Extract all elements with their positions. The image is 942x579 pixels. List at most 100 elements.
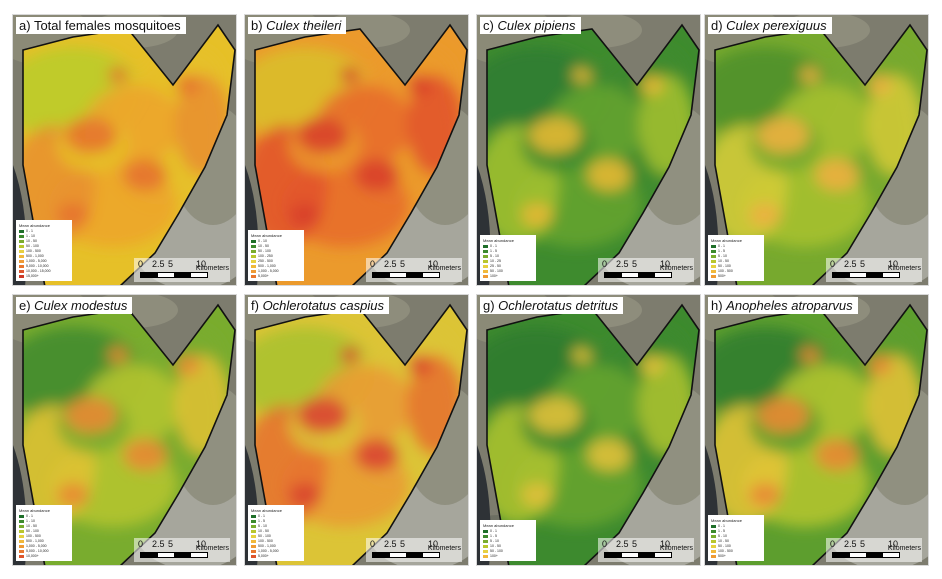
- scale-block: [174, 273, 191, 277]
- legend-label: 500 - 1,000: [258, 264, 276, 268]
- legend-label: 50 - 100: [490, 269, 503, 273]
- panel-letter: d): [711, 18, 727, 33]
- legend-swatch: [483, 555, 488, 558]
- legend-swatch: [483, 250, 488, 253]
- legend-label: 1,000 - 5,000: [258, 549, 279, 553]
- legend-label: 50 - 100: [26, 244, 39, 248]
- scale-ticks: 0 2.5 5 10: [830, 259, 922, 269]
- legend-item: 5 - 10: [251, 524, 301, 529]
- legend-label: 10 - 50: [490, 544, 501, 548]
- legend-label: 0 - 1: [490, 529, 498, 533]
- legend-item: 0 - 1: [711, 524, 761, 529]
- legend-item: 50 - 100: [251, 534, 301, 539]
- legend-item: 25 - 50: [483, 264, 533, 269]
- study-area-boundary: [254, 303, 468, 565]
- legend-label: 100 - 500: [718, 549, 733, 553]
- legend-label: 0 - 1: [718, 244, 726, 248]
- scale-block: [621, 553, 638, 557]
- study-area-boundary: [714, 23, 928, 285]
- legend-item: 50 - 100: [711, 544, 761, 549]
- legend-item: 0 - 1: [19, 514, 69, 519]
- scale-tick-label: 10: [888, 259, 899, 269]
- species-name: Ochlerotatus caspius: [262, 298, 384, 313]
- map-panel: f) Ochlerotatus caspius Mean abundance 0 -…: [244, 294, 469, 566]
- legend-item: 10 - 50: [711, 539, 761, 544]
- legend-title: Mean abundance: [711, 238, 742, 243]
- legend-item: 1,000 - 5,000: [251, 269, 301, 274]
- species-name: Culex modestus: [34, 298, 128, 313]
- scale-tick-label: 5: [632, 259, 638, 269]
- legend-label: 5,000+: [258, 274, 269, 278]
- legend-item: 10,000 - 15,000: [19, 269, 69, 274]
- legend-swatch: [251, 515, 256, 518]
- scale-block: [190, 273, 207, 277]
- species-name: Ochlerotatus detritus: [498, 298, 619, 313]
- legend-label: 1 - 10: [26, 519, 35, 523]
- scale-block: [833, 553, 850, 557]
- legend-item: 1 - 5: [483, 249, 533, 254]
- map-panel: g) Ochlerotatus detritus Mean abundance 0 …: [476, 294, 701, 566]
- scale-block: [190, 553, 207, 557]
- legend-item: 10 - 50: [251, 244, 301, 249]
- legend-label: 100 - 250: [258, 254, 273, 258]
- legend-swatch: [711, 260, 716, 263]
- legend-item: 1 - 5: [483, 534, 533, 539]
- legend-label: 1,000 - 5,000: [258, 269, 279, 273]
- legend-label: 5 - 10: [718, 254, 727, 258]
- scale-tick-label: 5: [400, 259, 406, 269]
- scale-block: [638, 273, 655, 277]
- legend-swatch: [251, 535, 256, 538]
- legend-title: Mean abundance: [19, 223, 50, 228]
- legend-label: 10 - 50: [26, 524, 37, 528]
- legend-item: 50 - 100: [483, 549, 533, 554]
- legend-swatch: [19, 525, 24, 528]
- scale-ticks: 0 2.5 5 10: [602, 539, 694, 549]
- legend-item: 1,000 - 5,000: [19, 259, 69, 264]
- legend-item: 500 - 1,000: [19, 539, 69, 544]
- scale-block: [833, 273, 850, 277]
- legend-title: Mean abundance: [251, 233, 282, 238]
- scale-bar: 0 2.5 5 10 Kilometers: [366, 538, 462, 562]
- scale-tick-label: 0: [602, 259, 608, 269]
- scale-block: [373, 273, 390, 277]
- legend-swatch: [711, 535, 716, 538]
- legend-item: 1 - 10: [19, 519, 69, 524]
- scale-ticks: 0 2.5 5 10: [138, 539, 230, 549]
- legend-swatch: [483, 255, 488, 258]
- legend: Mean abundance 0 - 10 10 - 50 50 - 100 100 -…: [248, 230, 304, 281]
- panel-letter: f): [251, 298, 263, 313]
- legend-swatch: [251, 530, 256, 533]
- legend-item: 5 - 10: [711, 534, 761, 539]
- legend-item: 5,000+: [251, 274, 301, 279]
- scale-blocks: [372, 272, 440, 278]
- scale-unit-label: Kilometers: [659, 265, 693, 272]
- legend-swatch: [251, 520, 256, 523]
- legend-label: 1,000 - 5,000: [26, 544, 47, 548]
- scale-tick-label: 0: [370, 259, 376, 269]
- legend-label: 100 - 500: [26, 249, 41, 253]
- scale-tick-label: 10: [660, 259, 671, 269]
- legend-label: 10,000+: [26, 554, 39, 558]
- scale-tick-label: 5: [168, 259, 174, 269]
- legend-swatch: [483, 545, 488, 548]
- scale-block: [638, 553, 655, 557]
- scale-block: [141, 273, 158, 277]
- legend-swatch: [711, 545, 716, 548]
- legend-item: 5,000 - 10,000: [19, 549, 69, 554]
- legend-swatch: [483, 260, 488, 263]
- legend-item: 500 - 1,000: [251, 264, 301, 269]
- legend-item: 50 - 100: [711, 264, 761, 269]
- legend-item: 100+: [483, 274, 533, 279]
- legend-title: Mean abundance: [19, 508, 50, 513]
- legend-swatch: [711, 275, 716, 278]
- legend-item: 0 - 1: [483, 529, 533, 534]
- scale-bar: 0 2.5 5 10 Kilometers: [134, 538, 230, 562]
- legend-item: 5 - 10: [483, 539, 533, 544]
- legend-item: 50 - 100: [19, 529, 69, 534]
- legend-swatch: [251, 265, 256, 268]
- panel-title: e) Culex modestus: [16, 297, 133, 314]
